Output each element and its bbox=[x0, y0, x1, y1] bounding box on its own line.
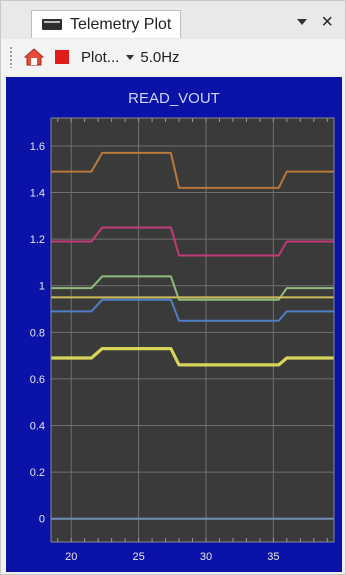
series-line bbox=[51, 226, 334, 257]
plot-border bbox=[50, 117, 335, 543]
x-tick-label: 25 bbox=[132, 551, 144, 563]
window-menu-dropdown-icon[interactable] bbox=[297, 19, 308, 25]
tab-bar: Telemetry Plot × bbox=[1, 1, 345, 40]
plot-background bbox=[51, 118, 334, 542]
y-tick-label: 0.2 bbox=[30, 467, 45, 479]
close-icon[interactable]: × bbox=[321, 11, 333, 33]
stop-icon[interactable] bbox=[55, 50, 69, 64]
y-tick-label: 1 bbox=[39, 281, 45, 293]
toolbar: Plot... 5.0Hz bbox=[1, 39, 345, 75]
y-tick-label: 0 bbox=[39, 514, 45, 526]
series-line bbox=[51, 347, 334, 367]
tab-telemetry-plot[interactable]: Telemetry Plot bbox=[31, 10, 181, 38]
tab-title: Telemetry Plot bbox=[70, 15, 172, 33]
y-tick-label: 1.6 bbox=[30, 141, 45, 153]
sample-rate-label: 5.0Hz bbox=[140, 48, 180, 66]
series-line bbox=[51, 275, 334, 301]
x-tick-label: 30 bbox=[200, 551, 212, 563]
y-tick-label: 0.8 bbox=[30, 327, 45, 339]
plot-dropdown-label[interactable]: Plot... bbox=[81, 48, 120, 66]
toolbar-grip[interactable] bbox=[9, 46, 13, 68]
home-icon[interactable] bbox=[23, 47, 45, 67]
y-tick-label: 0.6 bbox=[30, 374, 45, 386]
series-line bbox=[51, 298, 334, 322]
y-tick-label: 1.4 bbox=[30, 188, 45, 200]
series-line bbox=[51, 151, 334, 189]
y-tick-label: 1.2 bbox=[30, 234, 45, 246]
x-tick-label: 20 bbox=[65, 551, 77, 563]
plot-area: READ_VOUT 0 0.2 0.4 0.6 0.8 1 1.2 1.4 1.6 20 25 30 35 bbox=[6, 77, 342, 572]
tab-controls: × bbox=[297, 11, 333, 33]
chart-title: READ_VOUT bbox=[128, 90, 220, 107]
x-tick-label: 35 bbox=[267, 551, 279, 563]
plot-dropdown-arrow-icon[interactable] bbox=[126, 54, 135, 60]
window-icon bbox=[42, 19, 62, 30]
y-tick-label: 0.4 bbox=[30, 421, 45, 433]
telemetry-chart: READ_VOUT 0 0.2 0.4 0.6 0.8 1 1.2 1.4 1.6 20 25 30 35 bbox=[30, 90, 335, 563]
